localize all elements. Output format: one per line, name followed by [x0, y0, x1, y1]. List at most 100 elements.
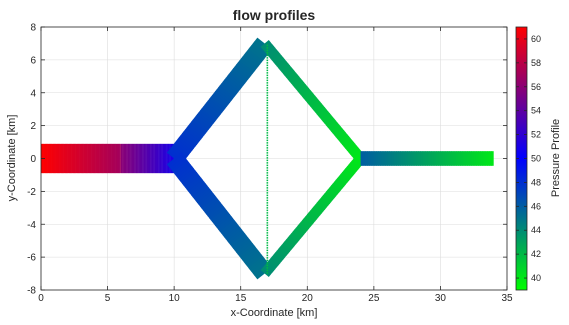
flow-cell	[135, 143, 138, 174]
flow-cell	[342, 169, 353, 180]
flow-cell	[104, 143, 107, 174]
flow-cell	[295, 82, 306, 92]
flow-cell	[338, 134, 350, 144]
flow-cell	[371, 151, 375, 166]
colorbar-tick-label: 56	[531, 82, 541, 92]
flow-cell	[167, 143, 169, 174]
flow-cell	[227, 73, 244, 88]
flow-cell	[391, 151, 395, 166]
flow-cell	[274, 57, 286, 67]
flow-cell	[362, 151, 366, 166]
flow-cell	[66, 143, 68, 174]
flow-cell	[47, 143, 50, 174]
flow-cell	[130, 143, 132, 174]
flow-cell	[46, 143, 48, 174]
colorbar-tick-label: 42	[531, 249, 541, 259]
x-tick-label: 35	[501, 293, 513, 304]
flow-cell	[248, 256, 265, 271]
flow-cell	[169, 156, 187, 171]
flow-cell	[274, 250, 286, 260]
flow-cell	[139, 143, 141, 174]
flow-cell	[462, 151, 466, 166]
flow-cell	[198, 110, 216, 124]
flow-cell	[186, 125, 203, 140]
flow-cell	[369, 151, 373, 166]
flow-cell	[469, 151, 473, 166]
flow-cell	[413, 151, 417, 166]
flow-cell	[143, 143, 146, 174]
flow-cell	[313, 204, 324, 214]
flow-cell	[440, 151, 444, 166]
y-tick-label: 8	[30, 23, 36, 34]
colorbar-ticks: 40 42 44 46 48 50 52 54 56 58 60	[516, 34, 541, 283]
flow-cell	[201, 196, 219, 211]
flow-cell	[209, 206, 226, 221]
flow-cell	[433, 151, 437, 166]
flow-cell	[207, 98, 225, 113]
flow-cell	[181, 131, 199, 146]
flow-cell	[284, 68, 295, 78]
flow-cell	[166, 143, 168, 174]
flow-cell	[435, 151, 439, 166]
flow-cell	[329, 185, 340, 195]
flow-cell	[376, 151, 379, 166]
flow-cell	[278, 246, 289, 256]
flow-cell	[212, 210, 229, 225]
flow-cell	[279, 63, 290, 73]
flow-cell	[184, 127, 202, 142]
flow-cell	[332, 126, 343, 136]
flow-cell	[491, 151, 494, 166]
flow-cell	[206, 100, 223, 115]
flow-cell	[234, 239, 252, 253]
flow-cell	[263, 263, 274, 274]
flow-cell	[290, 76, 302, 86]
flow-cell	[137, 143, 139, 174]
flow-cell	[121, 143, 123, 174]
flow-cell	[295, 225, 306, 235]
flow-cell	[222, 79, 240, 94]
flow-cell	[455, 151, 459, 166]
flow-cell	[311, 101, 322, 111]
flow-cell	[140, 143, 142, 174]
flow-cell	[110, 143, 112, 174]
flow-cell	[171, 144, 188, 159]
flow-cell	[243, 52, 261, 67]
flow-cell	[215, 214, 232, 229]
flow-cell	[60, 143, 63, 174]
colorbar-tick-label: 40	[531, 273, 541, 283]
flow-cell	[337, 175, 348, 185]
flow-cell	[116, 143, 119, 174]
flow-cell	[420, 151, 424, 166]
flow-cell	[193, 187, 211, 202]
flow-cell	[350, 147, 361, 157]
flow-cell	[281, 64, 292, 75]
flow-cell	[190, 183, 208, 198]
colorbar-tick-label: 54	[531, 106, 541, 116]
flow-cell	[262, 41, 273, 52]
flow-cell	[227, 229, 244, 244]
flow-cell	[231, 67, 249, 82]
flow-cell	[348, 145, 359, 155]
flow-cell	[251, 42, 268, 57]
flow-cell	[289, 233, 300, 243]
flow-cell	[475, 151, 479, 166]
flow-cell	[135, 143, 137, 174]
flow-cell	[233, 237, 250, 252]
flow-cell	[298, 86, 310, 96]
colorbar-tick-label: 48	[531, 177, 541, 187]
flow-cell	[184, 175, 202, 190]
flow-cell	[343, 168, 354, 178]
flow-cell	[337, 132, 348, 142]
flow-cell	[210, 208, 228, 223]
flow-cell	[87, 143, 90, 174]
flow-cell	[287, 235, 298, 245]
segment-inlet-b	[120, 143, 175, 174]
flow-cell	[50, 143, 52, 174]
flow-cell	[204, 200, 222, 215]
flow-cell	[125, 143, 127, 174]
flow-cell	[310, 208, 321, 218]
flow-cell	[302, 89, 313, 100]
flow-cell	[180, 133, 197, 147]
flow-cell	[364, 151, 368, 166]
flow-cell	[207, 204, 225, 219]
